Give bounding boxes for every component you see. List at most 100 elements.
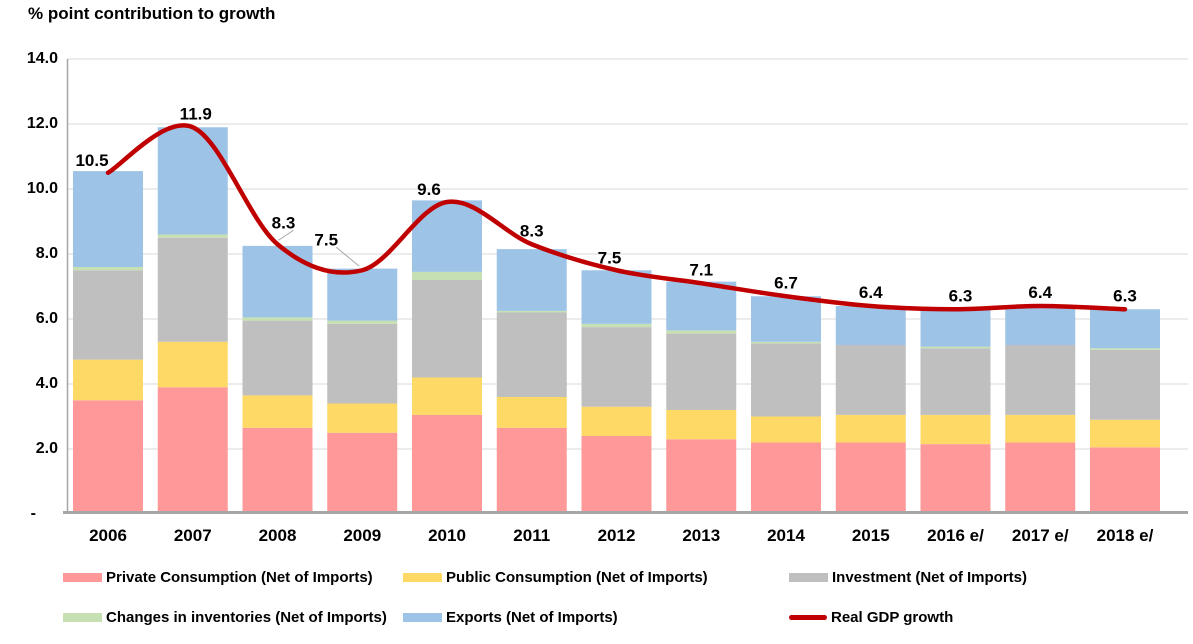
bar-segment-investment [157, 237, 228, 342]
real-gdp-growth-line [105, 123, 1128, 312]
bar-segment-private [1005, 442, 1076, 514]
x-tick-label: 2011 [513, 526, 551, 545]
bar-segment-public [835, 414, 906, 443]
bar-segment-public [581, 406, 652, 436]
x-tick-label: 2006 [89, 526, 127, 545]
bar-segment-exports [157, 127, 228, 235]
line-value-label: 11.9 [180, 104, 212, 123]
bar-segment-public [496, 397, 567, 428]
bar-segment-public [327, 403, 398, 433]
bar-segment-exports [73, 171, 143, 267]
x-tick-label: 2016 e/ [927, 526, 984, 545]
line-value-label: 8.3 [520, 221, 544, 240]
bar-segment-private [157, 387, 228, 514]
bar-segment-public [412, 377, 482, 415]
bar-segment-private [73, 400, 143, 514]
bar-segment-private [666, 439, 737, 514]
plot-area: 10.5 11.9 8.3 7.5 9.6 8.3 7.5 7.1 6.7 6.4 6.3 6.4 6.… [63, 58, 1188, 514]
bar-segment-exports [751, 296, 821, 342]
bar-segment-investment [835, 345, 906, 415]
bar-segment-private [751, 442, 821, 514]
legend-item-public: Public Consumption (Net of Imports) [403, 569, 708, 586]
bar-segment-exports [496, 249, 567, 311]
bar-segment-inventories [1090, 348, 1160, 350]
line-value-label: 7.5 [314, 230, 338, 249]
legend-label: Changes in inventories (Net of Imports) [106, 609, 387, 626]
legend-line-swatch [789, 615, 827, 620]
bar-segment-inventories [920, 346, 991, 349]
bar-segment-exports [327, 268, 398, 321]
bar-segment-exports [1005, 307, 1076, 345]
bar-segment-investment [242, 320, 313, 396]
bar-segment-private [496, 427, 567, 514]
x-tick-label: 2014 [767, 526, 805, 545]
bar-segment-inventories [581, 323, 652, 328]
bar-segment-exports [920, 309, 991, 347]
legend-color-swatch [403, 613, 442, 622]
label-leader-line [278, 229, 294, 241]
legend-color-swatch [63, 613, 102, 622]
bar-segment-inventories [412, 271, 482, 280]
bar-segment-investment [412, 280, 482, 378]
bar-segment-private [920, 444, 991, 514]
bar-segment-investment [327, 323, 398, 404]
bar-segment-public [920, 414, 991, 445]
line-value-label: 6.3 [1113, 286, 1137, 305]
legend-color-swatch [63, 573, 102, 582]
chart-title: % point contribution to growth [28, 4, 276, 23]
x-tick-label: 2013 [682, 526, 721, 545]
line-value-label: 7.1 [689, 260, 713, 279]
bar-segment-exports [581, 270, 652, 324]
x-tick-label: 2007 [173, 526, 212, 545]
x-tick-label: 2008 [258, 526, 297, 545]
bar-segment-public [666, 410, 737, 440]
plot-svg: 10.5 11.9 8.3 7.5 9.6 8.3 7.5 7.1 6.7 6.4 6.3 6.4 6.… [63, 58, 1188, 514]
x-tick-label: 2017 e/ [1011, 526, 1069, 545]
line-value-label: 9.6 [417, 180, 441, 199]
legend-item-inventories: Changes in inventories (Net of Imports) [63, 609, 387, 626]
bar-segment-investment [581, 327, 652, 407]
y-tick-label: 10.0 [26, 180, 58, 197]
bar-segment-private [581, 436, 652, 514]
bar-segment-investment [73, 270, 143, 360]
legend-label: Public Consumption (Net of Imports) [446, 569, 708, 586]
bar-segment-investment [666, 333, 737, 410]
bar-segment-public [73, 359, 143, 401]
bar-segment-private [1090, 447, 1160, 514]
bar-segment-investment [920, 348, 991, 415]
bar-segment-investment [751, 343, 821, 417]
bar-segment-inventories [157, 234, 228, 238]
bar-segment-inventories [327, 320, 398, 324]
bar-segment-exports [412, 200, 482, 272]
line-value-label: 6.4 [1028, 283, 1052, 302]
bar-segment-exports [242, 245, 313, 318]
legend-color-swatch [403, 573, 442, 582]
legend-label: Private Consumption (Net of Imports) [106, 569, 373, 586]
x-tick-label: 2010 [428, 526, 466, 545]
legend-item-gdp: Real GDP growth [789, 609, 953, 626]
label-leader-line [335, 246, 360, 267]
y-tick-label: 2.0 [35, 440, 58, 457]
x-tick-label: 2012 [597, 526, 636, 545]
bar-segment-investment [496, 312, 567, 397]
bar-segment-private [835, 442, 906, 514]
y-tick-label: 14.0 [26, 50, 58, 67]
bar-segment-private [327, 432, 398, 514]
line-value-label: 7.5 [598, 248, 622, 267]
bar-segment-investment [1005, 345, 1076, 415]
bar-segment-investment [1090, 349, 1160, 420]
legend-label: Real GDP growth [831, 609, 954, 626]
y-tick-label: - [30, 505, 36, 522]
y-tick-label: 4.0 [35, 375, 58, 392]
bar-segment-private [412, 414, 482, 514]
legend-label: Investment (Net of Imports) [832, 569, 1028, 586]
y-tick-label: 8.0 [35, 245, 58, 262]
bar-segment-public [1005, 414, 1076, 443]
line-value-label: 6.4 [859, 283, 883, 302]
line-value-label: 6.3 [949, 286, 973, 305]
bar-segment-inventories [496, 310, 567, 313]
legend-item-investment: Investment (Net of Imports) [789, 569, 1027, 586]
legend-label: Exports (Net of Imports) [446, 609, 618, 626]
legend-item-exports: Exports (Net of Imports) [403, 609, 618, 626]
